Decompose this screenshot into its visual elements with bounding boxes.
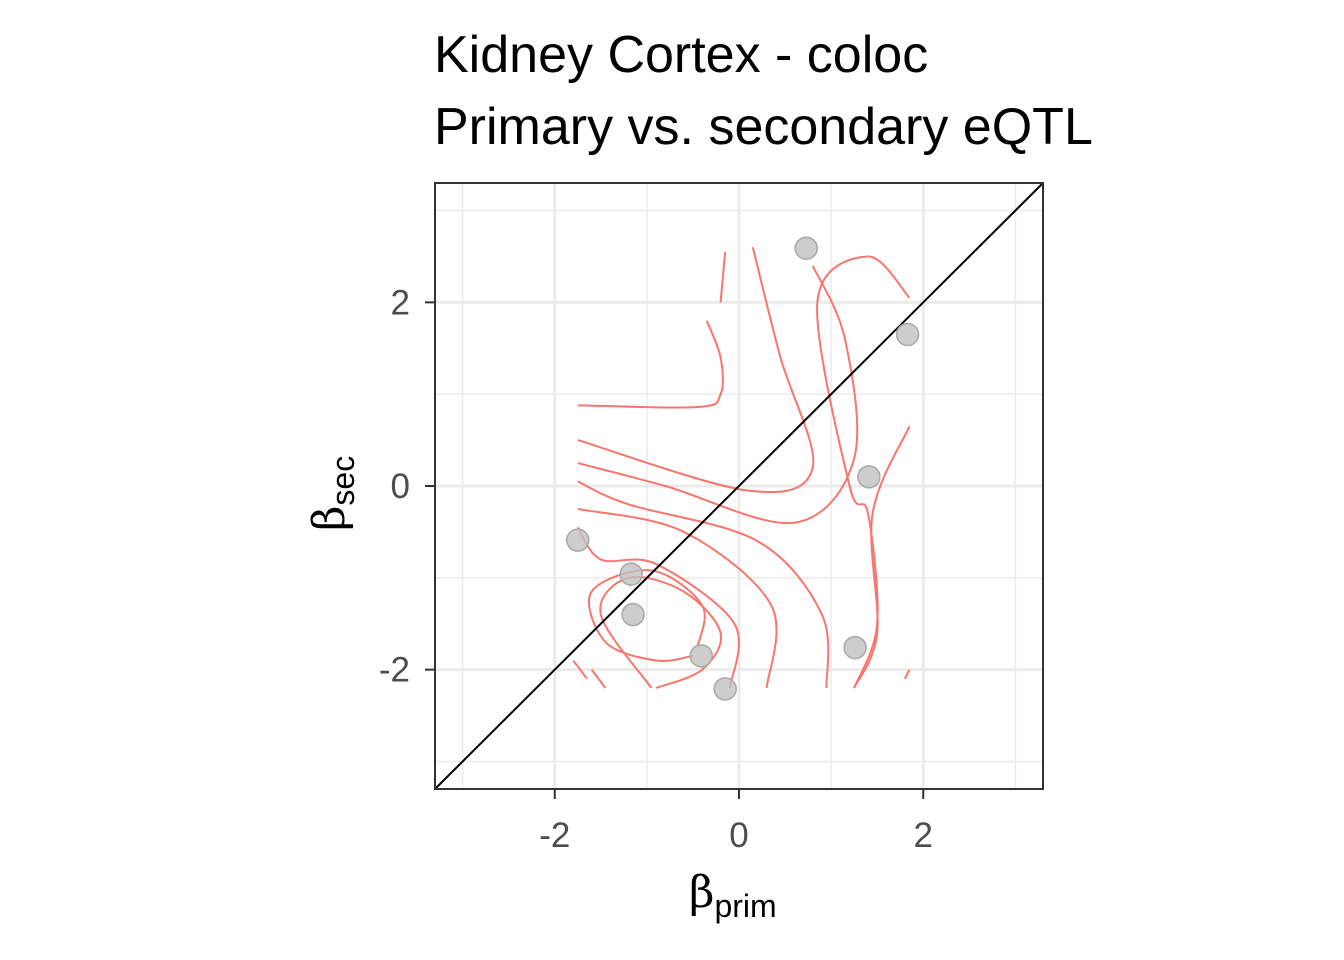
density-contour-line <box>577 247 815 494</box>
data-point <box>794 236 818 260</box>
y-tick-label: 0 <box>391 467 410 506</box>
density-contour-line <box>577 320 724 409</box>
data-point <box>689 644 713 668</box>
density-contour-line <box>576 526 740 689</box>
x-tick-label: 2 <box>914 816 933 855</box>
identity-line <box>434 182 1044 790</box>
density-contour-line <box>590 669 607 689</box>
density-contour-line <box>903 669 911 680</box>
data-point <box>619 562 643 586</box>
y-axis-label-group: βsec <box>304 456 361 531</box>
data-point <box>713 677 737 701</box>
chart-title-line-1: Kidney Cortex - coloc <box>434 26 928 84</box>
data-point <box>621 602 645 627</box>
data-points <box>566 236 920 701</box>
x-axis-label-subscript: prim <box>714 888 776 924</box>
x-tick-label: -2 <box>539 816 570 855</box>
x-axis-ticks: -2 0 2 <box>539 789 933 855</box>
density-contour-line <box>577 507 778 689</box>
x-tick-label: 0 <box>729 816 748 855</box>
y-axis-ticks: -2 0 2 <box>379 283 435 690</box>
density-contour-line <box>577 480 830 689</box>
density-contour-line <box>577 265 859 525</box>
data-point <box>843 635 867 660</box>
y-axis-label: βsec <box>304 456 361 531</box>
data-point <box>895 322 920 347</box>
x-axis-label-symbol: β <box>689 867 714 918</box>
density-contour-line <box>719 251 727 303</box>
data-point <box>566 528 590 552</box>
density-contour-line <box>572 659 588 680</box>
chart-title: Kidney Cortex - coloc Primary vs. second… <box>434 26 1093 156</box>
y-axis-label-symbol: β <box>304 506 355 531</box>
y-tick-label: 2 <box>391 283 410 322</box>
x-axis-label: βprim <box>689 867 777 924</box>
y-tick-label: -2 <box>379 651 410 690</box>
identity-line-group <box>434 182 1044 790</box>
y-axis-label-subscript: sec <box>325 456 361 506</box>
data-point <box>857 465 881 489</box>
density-contours <box>572 247 911 689</box>
density-contour-line <box>853 425 911 689</box>
chart-title-line-2: Primary vs. secondary eQTL <box>434 98 1093 156</box>
density-contour-line <box>599 575 723 689</box>
